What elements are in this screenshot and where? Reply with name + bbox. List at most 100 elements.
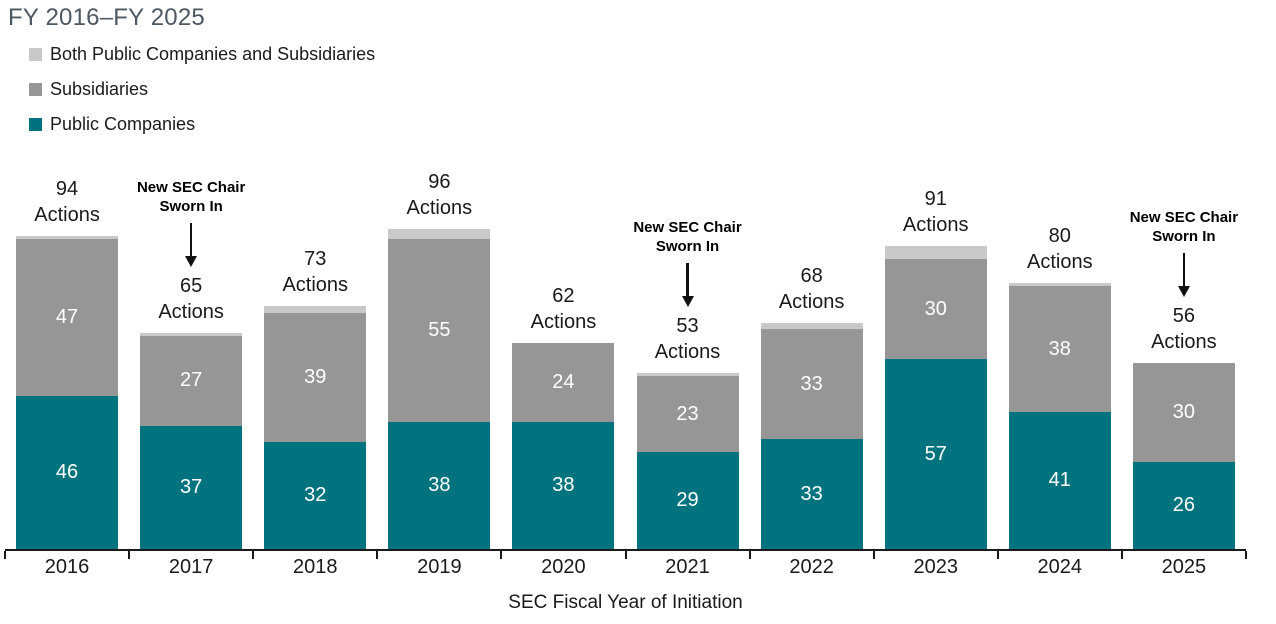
total-label: 56 Actions bbox=[1122, 303, 1246, 355]
year-label-2018: 2018 bbox=[292, 556, 338, 578]
segment-value-label: 41 bbox=[1048, 469, 1071, 492]
segment-value-label: 38 bbox=[1048, 337, 1071, 360]
bar-segment-both-public-companies-and-subsidiaries bbox=[636, 372, 739, 376]
bar-segment-public-companies: 29 bbox=[636, 452, 739, 549]
bar-column-2017: 27 37 65 Actions New SEC Chair Sworn In bbox=[129, 0, 253, 551]
year-label-2021: 2021 bbox=[665, 556, 710, 578]
bar-segment-subsidiaries: 24 bbox=[512, 342, 615, 423]
year-label-2025: 2025 bbox=[1161, 556, 1207, 578]
stacked-bar-2020: 24 38 bbox=[512, 342, 615, 549]
bar-segment-public-companies: 41 bbox=[1008, 412, 1111, 549]
new-sec-chair-annotation: New SEC Chair Sworn In bbox=[106, 178, 276, 267]
total-value: 65 bbox=[180, 274, 203, 297]
year-label-2022: 2022 bbox=[789, 556, 834, 578]
total-suffix: Actions bbox=[654, 340, 721, 363]
bar-segment-subsidiaries: 27 bbox=[140, 335, 243, 426]
legend-item-subsidiaries: Subsidiaries bbox=[29, 79, 375, 100]
bar-segment-public-companies: 57 bbox=[884, 359, 987, 549]
total-value: 62 bbox=[552, 284, 575, 307]
total-label: 91 Actions bbox=[874, 186, 998, 238]
bar-columns: 47 46 94 Actions 27 37 65 Actions New SEC Chair S… bbox=[5, 0, 1246, 551]
axis-tick bbox=[4, 551, 6, 559]
total-suffix: Actions bbox=[778, 290, 845, 313]
plot-area: 47 46 94 Actions 27 37 65 Actions New SEC Chair S… bbox=[4, 0, 1247, 559]
x-axis-title: SEC Fiscal Year of Initiation bbox=[508, 592, 743, 613]
axis-tick bbox=[252, 551, 255, 559]
total-suffix: Actions bbox=[406, 197, 473, 220]
bar-segment-public-companies: 46 bbox=[16, 395, 119, 549]
bar-segment-public-companies: 26 bbox=[1132, 462, 1235, 549]
segment-value-label: 57 bbox=[924, 442, 947, 465]
axis-tick bbox=[1245, 551, 1247, 559]
axis-tick bbox=[872, 551, 875, 559]
total-value: 53 bbox=[676, 314, 699, 337]
segment-value-label: 38 bbox=[552, 474, 575, 497]
segment-value-label: 26 bbox=[1172, 494, 1196, 517]
total-suffix: Actions bbox=[530, 310, 597, 333]
segment-value-label: 33 bbox=[800, 482, 823, 505]
total-suffix: Actions bbox=[34, 203, 100, 226]
total-value: 68 bbox=[800, 264, 823, 287]
bar-segment-public-companies: 37 bbox=[140, 425, 243, 549]
legend-swatch-public-companies-icon bbox=[29, 118, 42, 131]
axis-tick bbox=[996, 551, 999, 559]
bar-segment-subsidiaries: 30 bbox=[1132, 362, 1235, 463]
segment-value-label: 39 bbox=[304, 366, 327, 389]
stacked-bar-2018: 39 32 bbox=[264, 305, 367, 549]
new-sec-chair-annotation: New SEC Chair Sworn In bbox=[603, 218, 773, 307]
total-label: 68 Actions bbox=[750, 263, 874, 315]
bar-segment-subsidiaries: 30 bbox=[884, 259, 987, 360]
segment-value-label: 30 bbox=[924, 297, 947, 320]
stacked-bar-2025: 30 26 bbox=[1132, 362, 1235, 549]
segment-value-label: 27 bbox=[180, 369, 203, 392]
legend-swatch-both-icon bbox=[29, 48, 42, 61]
total-value: 73 bbox=[304, 247, 327, 270]
bar-column-2018: 39 32 73 Actions bbox=[253, 0, 377, 551]
segment-value-label: 30 bbox=[1172, 400, 1196, 423]
segment-value-label: 29 bbox=[676, 489, 699, 512]
total-value: 80 bbox=[1048, 224, 1071, 247]
year-label-2019: 2019 bbox=[417, 556, 462, 578]
down-arrow-icon bbox=[1177, 252, 1190, 297]
stacked-bar-2022: 33 33 bbox=[760, 322, 863, 549]
total-label: 65 Actions bbox=[129, 273, 253, 325]
segment-value-label: 46 bbox=[55, 460, 79, 483]
legend-label: Subsidiaries bbox=[50, 79, 149, 99]
total-suffix: Actions bbox=[1151, 330, 1217, 353]
year-label-2016: 2016 bbox=[44, 556, 90, 578]
x-axis bbox=[4, 548, 1247, 559]
bar-segment-both-public-companies-and-subsidiaries bbox=[1008, 282, 1111, 286]
segment-value-label: 33 bbox=[800, 372, 823, 395]
total-suffix: Actions bbox=[282, 273, 349, 296]
legend-label: Public Companies bbox=[50, 114, 196, 134]
total-value: 56 bbox=[1172, 304, 1196, 327]
stacked-bar-2023: 30 57 bbox=[884, 246, 987, 549]
down-arrow-icon bbox=[185, 222, 198, 267]
bar-segment-both-public-companies-and-subsidiaries bbox=[760, 322, 863, 330]
bar-segment-public-companies: 38 bbox=[512, 422, 615, 549]
total-value: 91 bbox=[924, 187, 947, 210]
stacked-bar-2024: 38 41 bbox=[1008, 282, 1111, 549]
bar-segment-both-public-companies-and-subsidiaries bbox=[264, 305, 367, 313]
stacked-bar-2017: 27 37 bbox=[140, 332, 243, 549]
down-arrow-icon bbox=[681, 262, 694, 307]
bar-column-2016: 47 46 94 Actions bbox=[5, 0, 129, 551]
bar-segment-subsidiaries: 38 bbox=[1008, 285, 1111, 413]
segment-value-label: 47 bbox=[55, 306, 79, 329]
bar-segment-both-public-companies-and-subsidiaries bbox=[16, 236, 119, 240]
bar-column-2024: 38 41 80 Actions bbox=[998, 0, 1122, 551]
bar-column-2022: 33 33 68 Actions bbox=[750, 0, 874, 551]
bar-column-2023: 30 57 91 Actions bbox=[874, 0, 998, 551]
total-label: 53 Actions bbox=[625, 313, 749, 365]
axis-tick bbox=[376, 551, 379, 559]
bar-column-2025: 30 26 56 Actions New SEC Chair Sworn In bbox=[1122, 0, 1246, 551]
total-label: 73 Actions bbox=[253, 246, 377, 298]
x-axis-labels: 2016 2017 2018 2019 2020 2021 2022 2023 2024 2025 bbox=[5, 556, 1246, 579]
axis-tick bbox=[500, 551, 503, 559]
total-suffix: Actions bbox=[158, 300, 224, 323]
bar-segment-subsidiaries: 23 bbox=[636, 375, 739, 453]
axis-tick bbox=[748, 551, 751, 559]
legend-item-both: Both Public Companies and Subsidiaries bbox=[29, 44, 375, 65]
bar-segment-both-public-companies-and-subsidiaries bbox=[884, 246, 987, 260]
